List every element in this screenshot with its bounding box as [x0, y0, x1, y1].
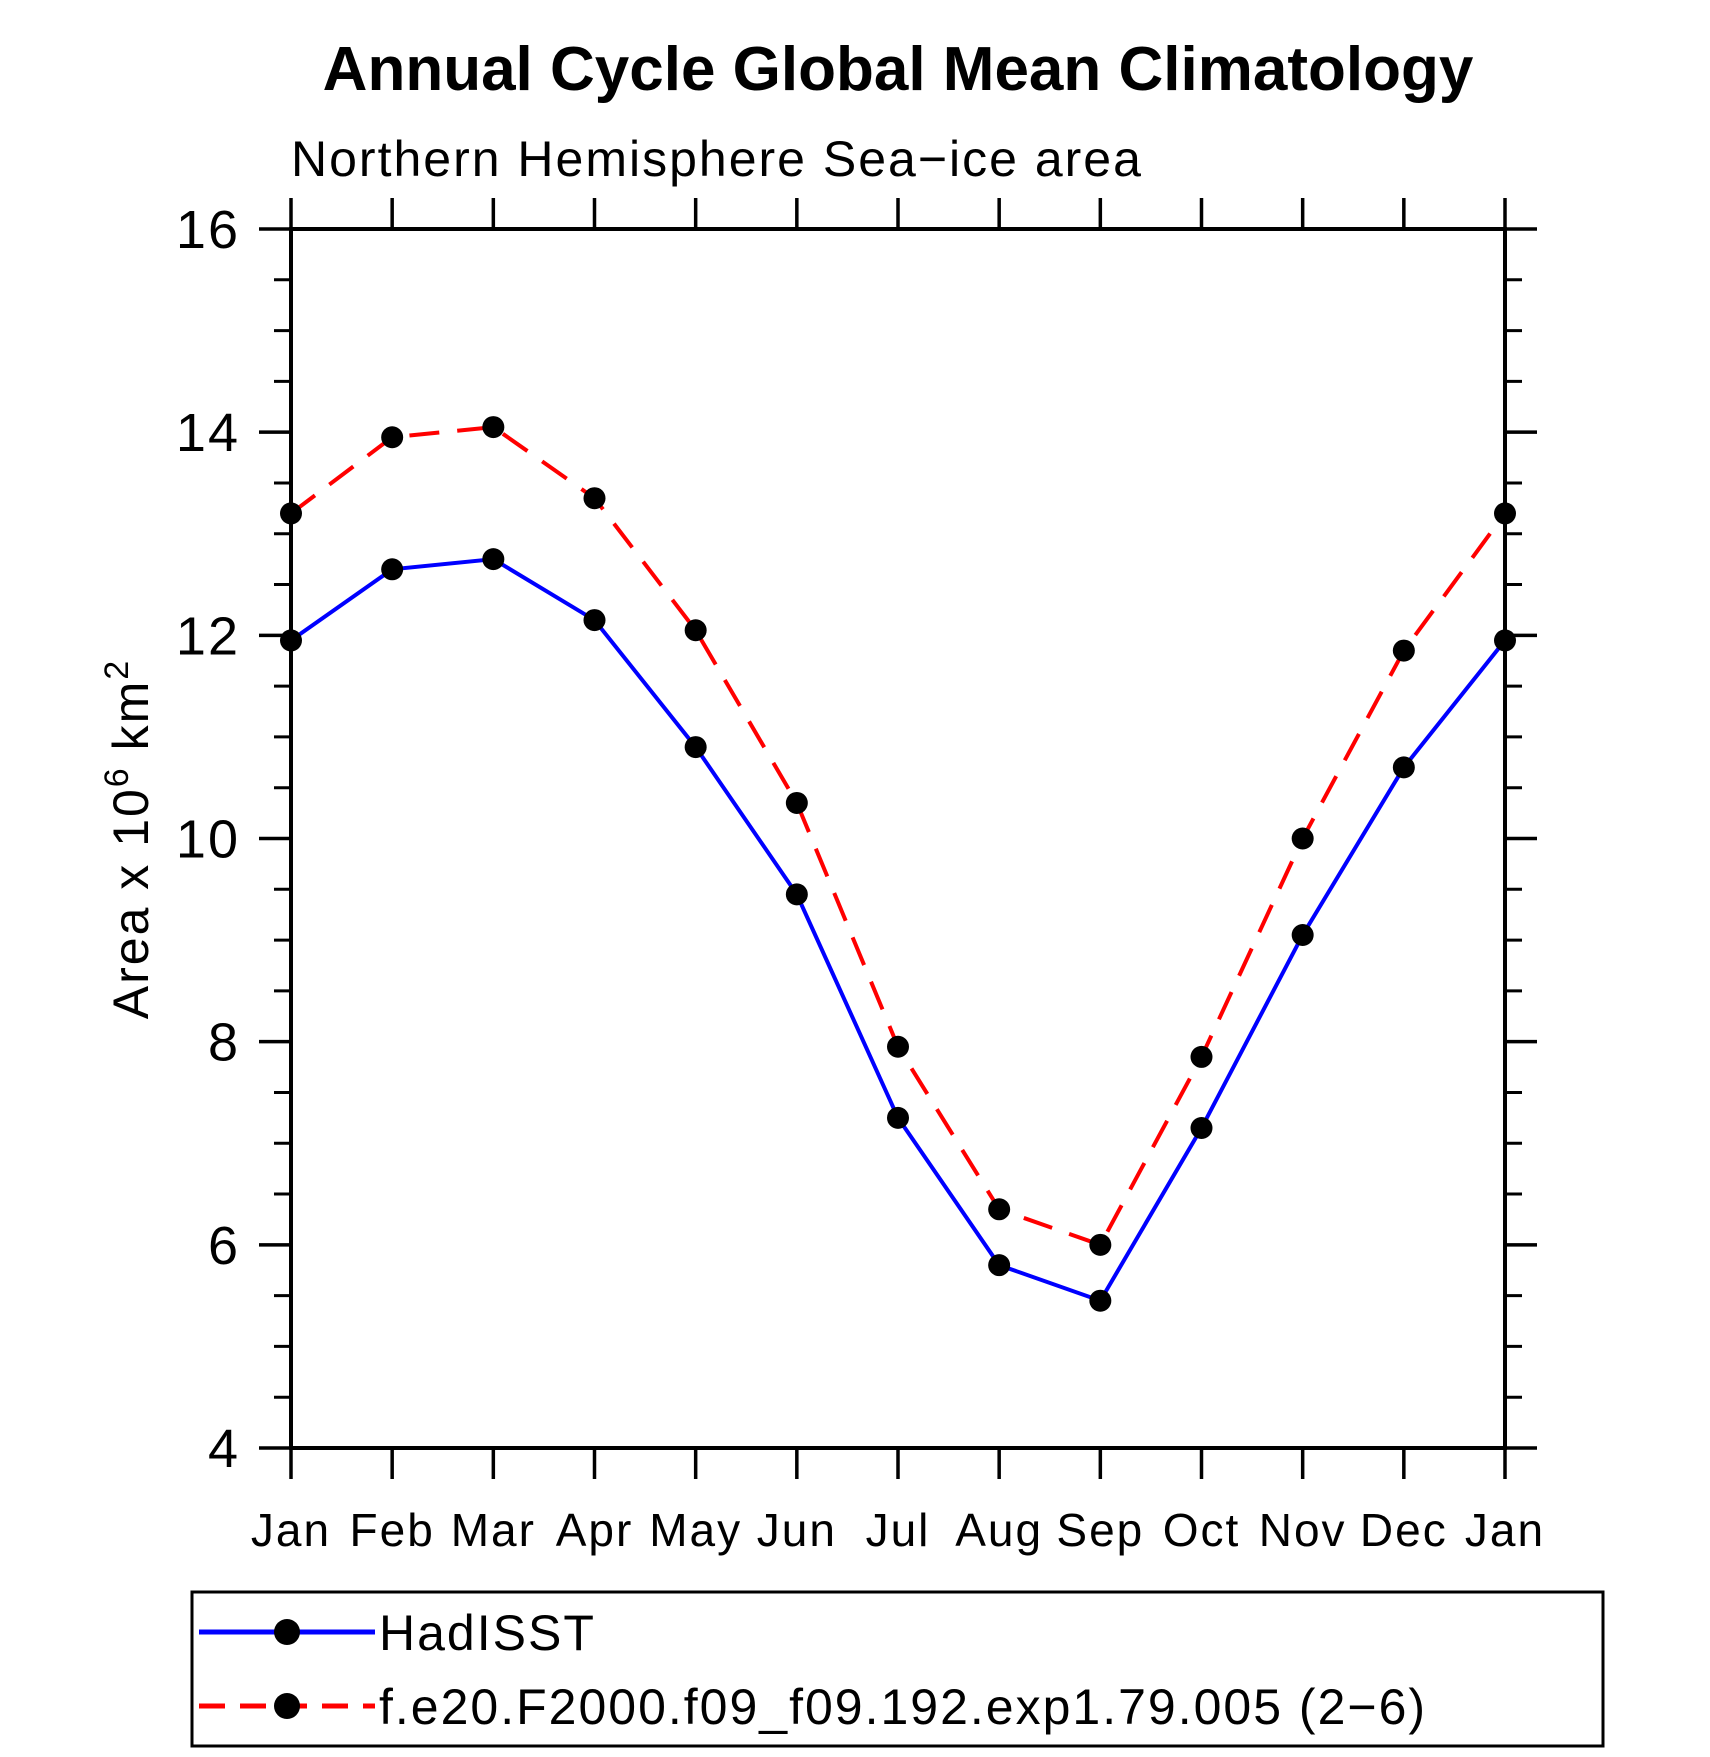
data-point-marker	[482, 416, 505, 439]
x-tick-label: Jan	[1465, 1504, 1545, 1556]
axis-ticks	[259, 198, 1537, 1479]
data-point-marker	[482, 548, 505, 571]
data-point-marker	[988, 1254, 1011, 1277]
x-tick-label: Apr	[556, 1504, 634, 1556]
data-point-marker	[1089, 1289, 1112, 1312]
legend-marker-model	[274, 1693, 300, 1719]
data-point-marker	[1291, 924, 1314, 947]
legend-label-model: f.e20.F2000.f09_f09.192.exp1.79.005 (2−6…	[379, 1679, 1427, 1735]
data-point-marker	[1089, 1233, 1112, 1256]
data-point-marker	[1190, 1117, 1213, 1140]
x-tick-label: Oct	[1163, 1504, 1241, 1556]
legend-box	[190, 1590, 1605, 1748]
data-point-marker	[684, 619, 707, 642]
legend: HadISST f.e20.F2000.f09_f09.192.exp1.79.…	[190, 1590, 1605, 1748]
y-axis-label: Area x 106 km2	[98, 659, 159, 1019]
data-point-marker	[1392, 639, 1415, 662]
data-point-marker	[988, 1198, 1011, 1221]
x-tick-label: Jul	[866, 1504, 931, 1556]
data-point-marker	[887, 1035, 909, 1058]
x-tick-label: Jun	[757, 1504, 837, 1556]
y-tick-label: 6	[208, 1216, 240, 1276]
plot-axes	[289, 227, 1507, 1450]
x-tick-label: Jan	[251, 1504, 331, 1556]
x-tick-label: Feb	[350, 1504, 435, 1556]
y-tick-label: 12	[176, 606, 240, 666]
legend-label-hadisst: HadISST	[379, 1605, 596, 1661]
x-tick-label: Nov	[1259, 1504, 1347, 1556]
data-point-marker	[1392, 756, 1415, 779]
x-tick-label: Mar	[451, 1504, 536, 1556]
data-point-marker	[1494, 502, 1516, 525]
data-point-marker	[381, 426, 404, 449]
chart-title: Annual Cycle Global Mean Climatology	[323, 35, 1474, 104]
y-axis-label-unit: km	[103, 680, 159, 767]
legend-marker-hadisst	[274, 1619, 300, 1645]
y-axis-label-exponent: 6	[98, 766, 136, 787]
data-point-marker	[381, 558, 404, 581]
hadisst-line	[289, 557, 1507, 1304]
data-point-marker	[785, 883, 808, 906]
y-tick-label: 4	[208, 1419, 240, 1479]
y-tick-label: 16	[176, 200, 240, 260]
data-point-marker	[684, 736, 707, 759]
data-point-marker	[280, 502, 302, 525]
x-tick-label: Aug	[955, 1504, 1043, 1556]
data-point-marker	[1291, 827, 1314, 850]
y-axis-label-unit-exponent: 2	[98, 659, 136, 680]
data-point-marker	[1190, 1045, 1213, 1068]
y-tick-label: 14	[176, 403, 240, 463]
data-point-marker	[887, 1106, 909, 1129]
data-point-marker	[583, 609, 606, 632]
x-tick-label: Sep	[1056, 1504, 1144, 1556]
y-tick-label: 8	[208, 1013, 240, 1073]
y-tick-label: 10	[176, 810, 240, 870]
svg-text:Area x 106 km2: Area x 106 km2	[98, 659, 159, 1019]
data-point-marker	[280, 629, 302, 652]
data-series	[280, 416, 1516, 1312]
chart-subtitle: Northern Hemisphere Sea−ice area	[291, 131, 1143, 187]
x-tick-label: May	[649, 1504, 742, 1556]
data-point-marker	[785, 791, 808, 814]
x-tick-label: Dec	[1360, 1504, 1448, 1556]
data-point-marker	[583, 487, 606, 510]
y-axis-label-base: Area x 10	[103, 787, 159, 1019]
plot-border	[289, 227, 1507, 1450]
data-point-marker	[1494, 629, 1516, 652]
axis-tick-labels: Jan Feb Mar Apr May Jun Jul Aug Sep Oct Nov Dec Jan 1…	[176, 200, 1545, 1556]
